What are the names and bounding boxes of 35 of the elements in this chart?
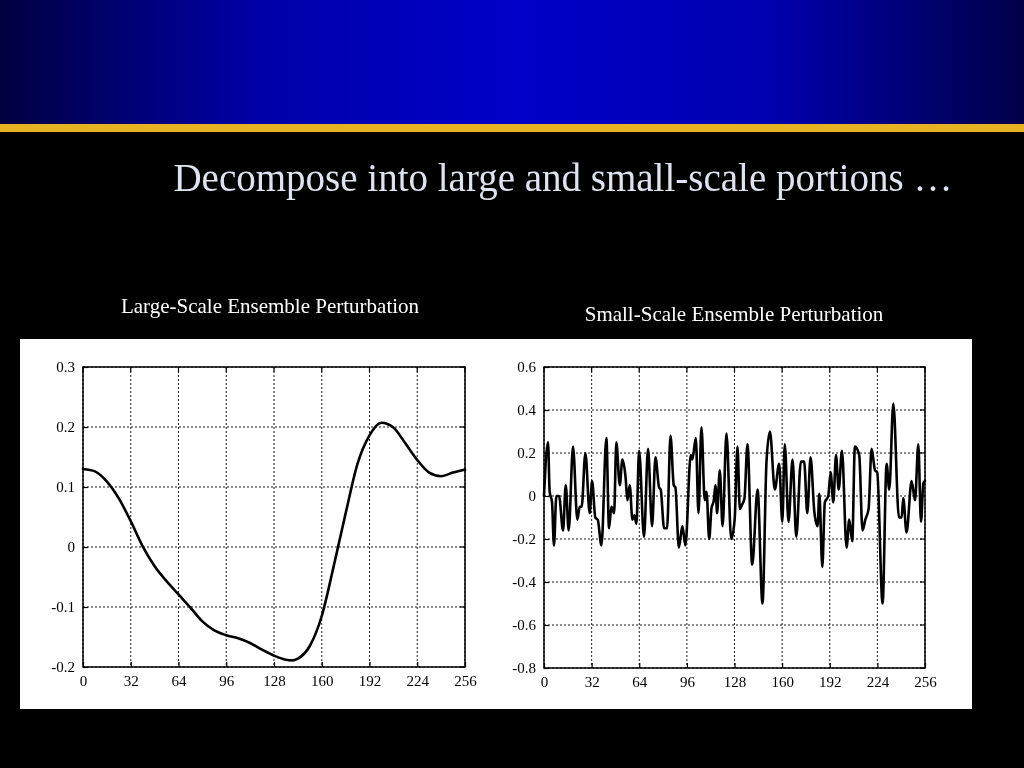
y-tick-label: 0.4	[517, 402, 537, 419]
y-tick-label: -0.2	[512, 531, 536, 548]
x-tick-label: 192	[819, 673, 842, 690]
y-tick-label: 0.2	[517, 445, 536, 462]
chart-title: Small-Scale Ensemble Perturbation	[584, 302, 884, 326]
x-tick-label: 256	[914, 673, 938, 690]
x-tick-label: 64	[632, 673, 648, 690]
x-tick-label: 96	[219, 672, 235, 689]
y-tick-label: 0.3	[56, 359, 75, 376]
x-tick-label: 64	[171, 672, 187, 689]
x-tick-label: 224	[866, 673, 890, 690]
y-tick-label: -0.1	[51, 599, 75, 616]
y-tick-label: -0.6	[512, 617, 537, 634]
x-tick-label: 160	[771, 673, 794, 690]
x-tick-label: 0	[79, 672, 88, 689]
x-tick-label: 256	[454, 672, 478, 689]
y-tick-label: 0.1	[56, 479, 75, 496]
x-tick-label: 160	[311, 672, 334, 689]
x-tick-label: 224	[406, 672, 430, 689]
x-tick-label: 192	[358, 672, 382, 689]
text: Decompose into large and small-scale portions …	[173, 156, 953, 200]
chart-title: Large-Scale Ensemble Perturbation	[120, 294, 420, 318]
x-tick-label: 128	[723, 673, 747, 690]
x-tick-label: 128	[263, 672, 286, 689]
y-tick-label: -0.2	[51, 659, 75, 676]
y-tick-label: -0.8	[512, 660, 536, 677]
y-tick-label: 0	[528, 488, 536, 505]
x-tick-label: 96	[679, 673, 696, 690]
y-tick-label: 0.2	[56, 419, 75, 436]
x-tick-label: 0	[540, 673, 549, 690]
y-tick-label: 0	[67, 539, 75, 556]
y-tick-label: -0.4	[512, 574, 537, 591]
y-tick-label: 0.6	[517, 359, 537, 376]
x-tick-label: 32	[123, 672, 139, 689]
x-tick-label: 32	[584, 673, 600, 690]
